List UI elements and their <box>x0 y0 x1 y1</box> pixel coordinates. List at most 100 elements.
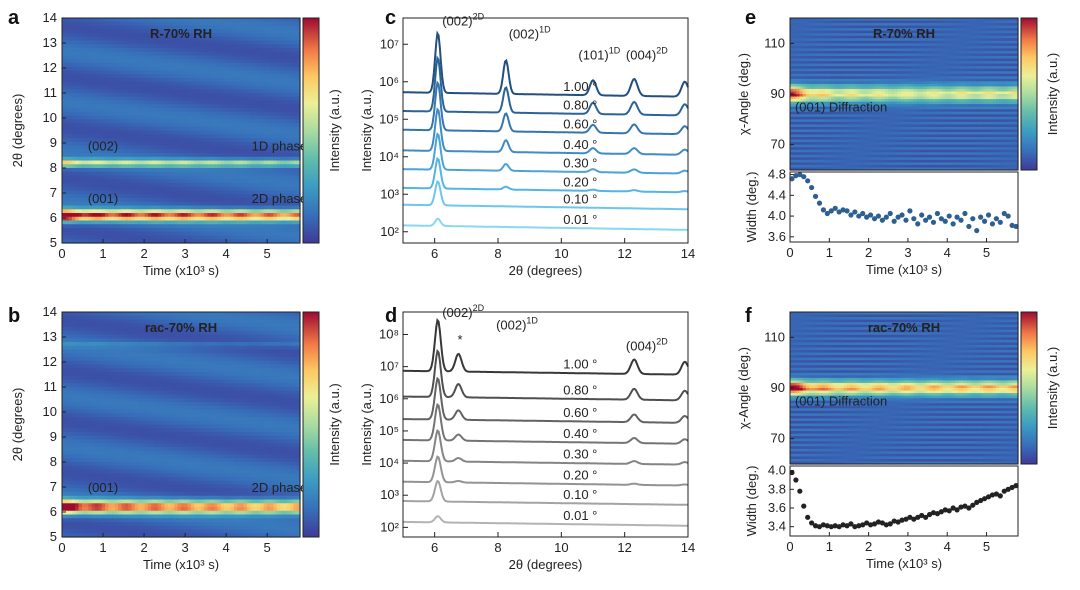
heatmap-cell <box>114 156 119 162</box>
heatmap-cell <box>151 70 156 75</box>
heatmap-cell <box>210 239 215 244</box>
heatmap-cell <box>78 21 83 27</box>
heatmap-cell <box>91 36 96 42</box>
heatmap-cell <box>164 179 169 184</box>
heatmap-cell <box>243 89 248 94</box>
heatmap-cell <box>161 40 166 45</box>
heatmap-cell <box>227 55 232 60</box>
heatmap-cell <box>174 100 179 105</box>
heatmap-cell <box>118 220 123 225</box>
heatmap-cell <box>154 100 159 105</box>
heatmap-cell <box>104 209 109 214</box>
heatmap-cell <box>111 40 116 45</box>
heatmap-cell <box>104 220 109 225</box>
heatmap-cell <box>253 108 258 113</box>
heatmap-cell <box>247 171 252 177</box>
heatmap-cell <box>151 171 156 177</box>
heatmap-cell <box>190 194 195 199</box>
heatmap-cell <box>147 93 152 98</box>
heatmap-cell <box>111 134 116 139</box>
heatmap-cell <box>164 145 169 150</box>
heatmap-cell <box>187 216 192 222</box>
heatmap-cell <box>124 100 129 105</box>
heatmap-cell <box>108 179 113 184</box>
heatmap-cell <box>81 100 86 105</box>
heatmap-cell <box>154 216 159 222</box>
heatmap-cell <box>194 141 199 147</box>
heatmap-cell <box>194 51 199 57</box>
heatmap-cell <box>187 231 192 237</box>
heatmap-cell <box>177 66 182 72</box>
heatmap-cell <box>111 149 116 154</box>
heatmap-cell <box>237 78 242 83</box>
heatmap-cell <box>237 21 242 27</box>
heatmap-cell <box>147 123 152 128</box>
heatmap-cell <box>217 111 222 117</box>
heatmap-cell <box>85 81 90 87</box>
heatmap-cell <box>138 153 142 158</box>
heatmap-cell <box>147 59 152 64</box>
heatmap-cell <box>147 220 152 225</box>
heatmap-cell <box>237 111 242 117</box>
heatmap-cell <box>95 126 99 132</box>
heatmap-cell <box>223 78 228 83</box>
heatmap-cell <box>75 33 80 38</box>
heatmap-cell <box>144 175 149 180</box>
heatmap-cell <box>131 190 136 195</box>
heatmap-cell <box>174 44 179 49</box>
heatmap-cell <box>98 153 103 158</box>
heatmap-cell <box>124 216 129 222</box>
heatmap-cell <box>220 100 225 105</box>
heatmap-cell <box>161 209 166 214</box>
heatmap-cell <box>164 74 169 79</box>
heatmap-cell <box>204 164 209 169</box>
heatmap-cell <box>124 78 129 83</box>
heatmap-cell <box>223 201 228 207</box>
heatmap-cell <box>223 145 228 150</box>
heatmap-cell <box>181 89 185 94</box>
heatmap-cell <box>253 51 258 57</box>
heatmap-cell <box>197 40 202 45</box>
heatmap-cell <box>91 93 96 98</box>
heatmap-cell <box>91 63 96 68</box>
heatmap-cell <box>95 89 99 94</box>
heatmap-cell <box>164 156 169 162</box>
heatmap-cell <box>227 100 232 105</box>
heatmap-cell <box>62 145 66 150</box>
heatmap-cell <box>144 205 149 210</box>
heatmap-cell <box>81 18 86 23</box>
heatmap-cell <box>151 228 156 233</box>
heatmap-cell <box>250 224 255 229</box>
heatmap-cell <box>171 85 175 90</box>
heatmap-cell <box>207 81 212 87</box>
heatmap-cell <box>151 239 156 244</box>
heatmap-cell <box>71 239 76 244</box>
heatmap-cell <box>187 213 192 218</box>
heatmap-cell <box>174 81 179 87</box>
heatmap-cell <box>65 33 70 38</box>
heatmap-cell <box>131 239 136 244</box>
heatmap-cell <box>111 78 116 83</box>
heatmap-cell <box>147 213 152 218</box>
heatmap-cell <box>101 198 106 203</box>
heatmap-cell <box>88 44 93 49</box>
heatmap-cell <box>171 179 175 184</box>
heatmap-cell <box>243 21 248 27</box>
heatmap-cell <box>194 123 199 128</box>
heatmap-cell <box>247 190 252 195</box>
heatmap-cell <box>187 183 192 188</box>
heatmap-cell <box>71 198 76 203</box>
heatmap-cell <box>98 89 103 94</box>
heatmap-cell <box>194 156 199 162</box>
heatmap-cell <box>174 153 179 158</box>
heatmap-cell <box>210 44 215 49</box>
heatmap-cell <box>207 111 212 117</box>
heatmap-cell <box>220 198 225 203</box>
heatmap-cell <box>101 51 106 57</box>
heatmap-cell <box>62 201 66 207</box>
heatmap-cell <box>181 141 185 147</box>
heatmap-cell <box>144 85 149 90</box>
heatmap-cell <box>62 186 66 192</box>
heatmap-cell <box>247 96 252 102</box>
heatmap-cell <box>138 63 142 68</box>
